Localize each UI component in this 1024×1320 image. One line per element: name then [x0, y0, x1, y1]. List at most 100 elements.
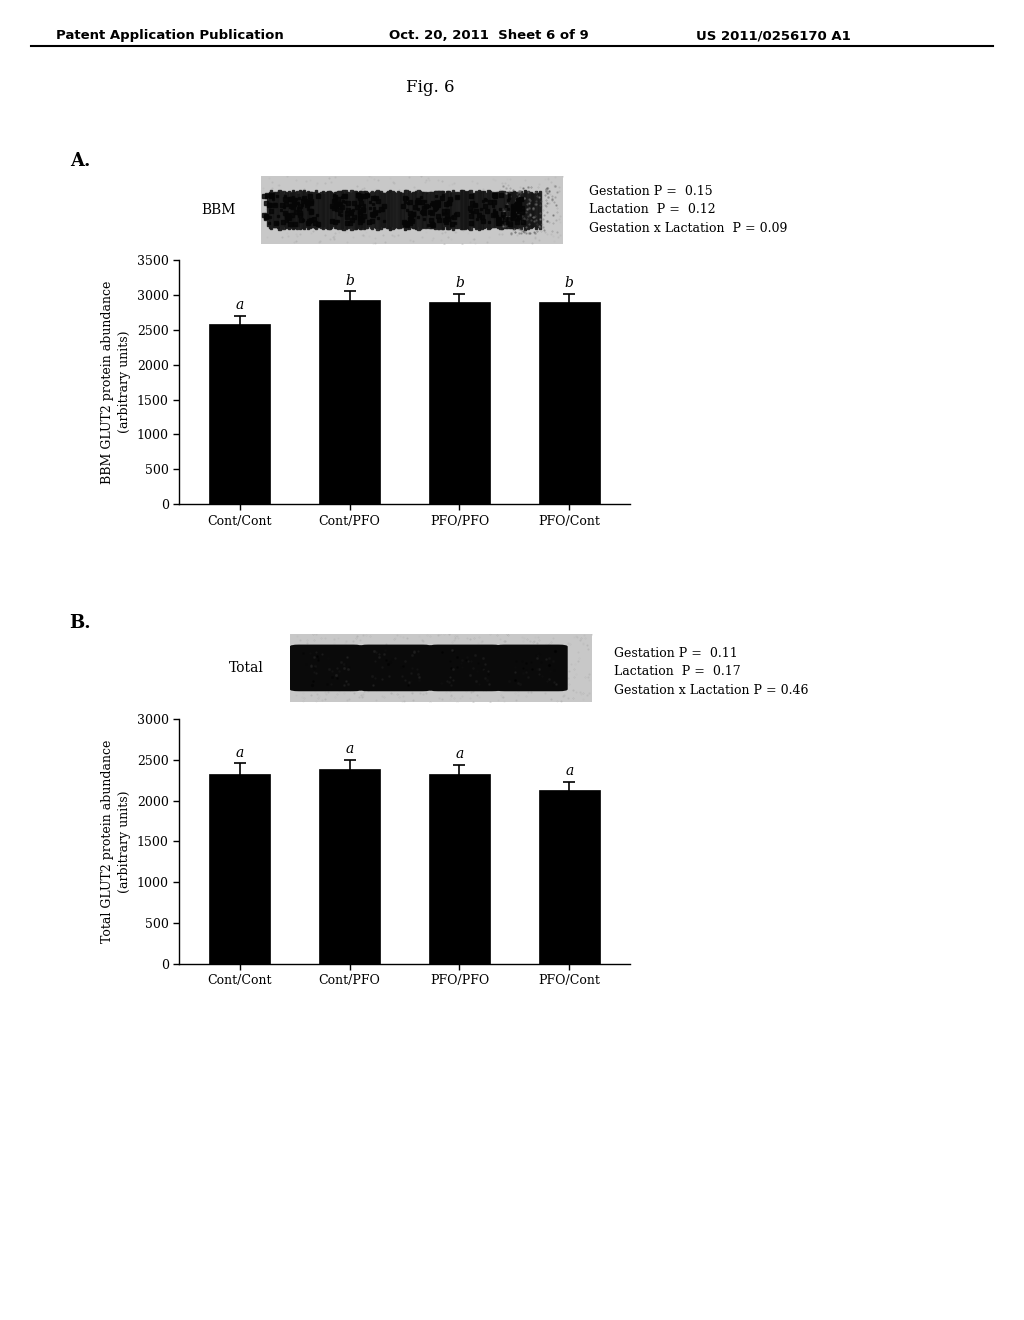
Bar: [497, 191, 499, 228]
Bar: [423, 193, 425, 227]
Bar: [479, 193, 481, 227]
Bar: [535, 191, 538, 228]
Bar: [366, 191, 368, 228]
Bar: [315, 190, 317, 230]
Bar: [451, 193, 453, 227]
Bar: [373, 193, 375, 227]
Bar: [492, 193, 494, 227]
Bar: [292, 190, 294, 230]
Bar: [506, 191, 509, 228]
Y-axis label: BBM GLUT2 protein abundance
(arbitrary units): BBM GLUT2 protein abundance (arbitrary u…: [101, 280, 131, 484]
Bar: [473, 193, 476, 227]
Bar: [332, 194, 334, 226]
Bar: [436, 190, 439, 230]
Bar: [370, 191, 372, 228]
Bar: [514, 193, 517, 227]
Bar: [539, 191, 542, 228]
Bar: [303, 190, 305, 230]
Bar: [296, 190, 298, 230]
Bar: [291, 193, 293, 227]
Bar: [276, 193, 280, 227]
Bar: [272, 193, 275, 227]
Text: Gestation P =  0.11
Lactation  P =  0.17
Gestation x Lactation P = 0.46: Gestation P = 0.11 Lactation P = 0.17 Ge…: [614, 647, 809, 697]
Bar: [321, 191, 323, 228]
Text: a: a: [236, 298, 244, 312]
Bar: [446, 191, 449, 228]
Bar: [410, 193, 412, 227]
Bar: [525, 191, 527, 228]
Bar: [394, 193, 396, 227]
Bar: [487, 190, 489, 230]
Bar: [280, 193, 282, 227]
Bar: [341, 191, 343, 228]
Bar: [361, 193, 364, 227]
Bar: [481, 193, 484, 227]
Bar: [301, 191, 304, 228]
Bar: [374, 193, 376, 227]
Bar: [268, 191, 271, 228]
Bar: [295, 191, 297, 228]
Text: B.: B.: [70, 614, 91, 632]
Bar: [382, 193, 384, 227]
Bar: [456, 194, 458, 226]
Bar: [485, 193, 488, 227]
FancyBboxPatch shape: [359, 644, 432, 692]
Bar: [452, 190, 454, 230]
Bar: [284, 194, 286, 226]
Bar: [480, 191, 482, 228]
Bar: [360, 191, 362, 228]
Bar: [496, 193, 498, 227]
Bar: [352, 191, 354, 228]
Bar: [518, 193, 521, 227]
Bar: [326, 193, 329, 227]
Bar: [279, 190, 281, 230]
Bar: [401, 193, 403, 227]
Bar: [521, 194, 523, 226]
Bar: [484, 193, 486, 227]
Bar: [267, 194, 269, 226]
Bar: [443, 194, 445, 226]
Bar: [386, 193, 388, 227]
Text: a: a: [565, 764, 573, 779]
Bar: [337, 191, 339, 228]
Bar: [494, 194, 497, 226]
Bar: [307, 191, 309, 228]
Bar: [418, 190, 420, 230]
Bar: [391, 190, 394, 230]
Bar: [424, 191, 427, 228]
Text: a: a: [236, 746, 244, 760]
Bar: [416, 193, 419, 227]
Text: US 2011/0256170 A1: US 2011/0256170 A1: [696, 29, 851, 42]
Bar: [387, 191, 390, 228]
Bar: [397, 191, 399, 228]
Bar: [319, 300, 380, 504]
Bar: [328, 191, 330, 228]
Bar: [385, 194, 387, 226]
Bar: [357, 194, 359, 226]
Bar: [510, 191, 513, 228]
Bar: [447, 191, 450, 228]
Bar: [297, 194, 300, 226]
Bar: [325, 191, 327, 228]
Bar: [354, 190, 357, 230]
Bar: [489, 193, 493, 227]
Bar: [305, 194, 308, 226]
Bar: [501, 190, 503, 230]
Bar: [440, 191, 443, 228]
Bar: [419, 191, 421, 228]
Text: a: a: [456, 747, 464, 762]
Bar: [342, 190, 345, 230]
Bar: [539, 791, 599, 964]
Bar: [309, 193, 312, 227]
Bar: [398, 191, 400, 228]
Text: b: b: [455, 276, 464, 290]
Bar: [477, 190, 480, 230]
Bar: [378, 193, 380, 227]
Bar: [399, 193, 402, 227]
Bar: [427, 194, 429, 226]
Bar: [358, 191, 361, 228]
Bar: [463, 194, 465, 226]
Bar: [316, 193, 318, 227]
Bar: [395, 193, 398, 227]
Bar: [319, 194, 322, 226]
